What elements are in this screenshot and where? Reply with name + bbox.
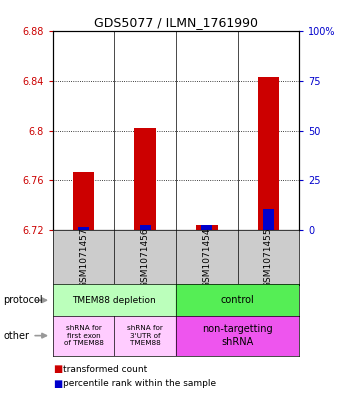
Bar — [176, 316, 299, 356]
Text: shRNA for
first exon
of TMEM88: shRNA for first exon of TMEM88 — [64, 325, 103, 346]
Text: percentile rank within the sample: percentile rank within the sample — [63, 380, 216, 388]
Bar — [263, 209, 274, 230]
Text: transformed count: transformed count — [63, 365, 147, 374]
Bar — [176, 284, 299, 316]
Text: control: control — [221, 295, 254, 305]
Title: GDS5077 / ILMN_1761990: GDS5077 / ILMN_1761990 — [94, 16, 258, 29]
Bar — [53, 316, 114, 356]
Text: TMEM88 depletion: TMEM88 depletion — [72, 296, 156, 305]
Text: non-targetting
shRNA: non-targetting shRNA — [202, 325, 273, 347]
Bar — [73, 172, 94, 230]
Text: protocol: protocol — [3, 295, 43, 305]
Bar — [134, 128, 156, 230]
Bar — [78, 228, 89, 230]
Text: ■: ■ — [53, 379, 62, 389]
Text: ■: ■ — [53, 364, 62, 375]
Bar — [196, 225, 218, 230]
Bar — [140, 225, 151, 230]
Text: GSM1071454: GSM1071454 — [202, 227, 211, 288]
Text: GSM1071455: GSM1071455 — [264, 227, 273, 288]
Bar — [114, 316, 176, 356]
Bar — [53, 284, 176, 316]
Text: other: other — [3, 331, 29, 341]
Text: shRNA for
3'UTR of
TMEM88: shRNA for 3'UTR of TMEM88 — [127, 325, 163, 346]
Text: GSM1071457: GSM1071457 — [79, 227, 88, 288]
Bar — [201, 225, 212, 230]
Text: GSM1071456: GSM1071456 — [141, 227, 150, 288]
Bar — [258, 77, 279, 230]
